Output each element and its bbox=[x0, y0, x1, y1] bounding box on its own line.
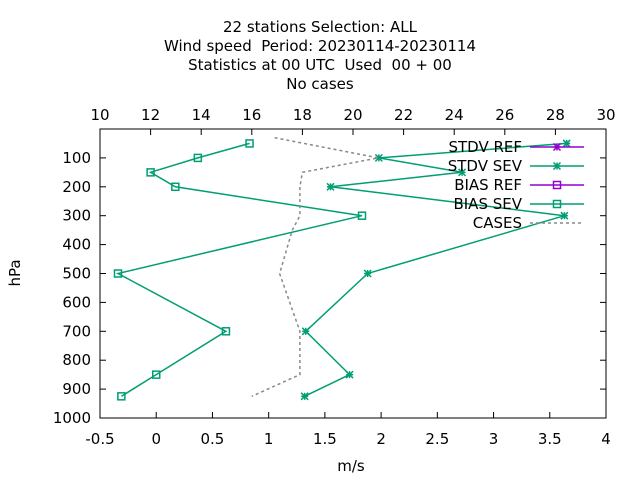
x-bottom-tick-label: 1.5 bbox=[313, 430, 337, 448]
legend-entry-label: STDV REF bbox=[448, 138, 522, 156]
data-point bbox=[357, 211, 367, 220]
x-bottom-tick-label: 0 bbox=[151, 430, 161, 448]
data-point bbox=[560, 211, 569, 220]
x-bottom-tick-label: 3.5 bbox=[538, 430, 562, 448]
x-axis-label: m/s bbox=[337, 457, 365, 475]
x-top-tick-label: 22 bbox=[394, 106, 413, 124]
legend-marker bbox=[552, 161, 562, 171]
legend-marker bbox=[552, 180, 562, 190]
x-bottom-tick-label: 3 bbox=[489, 430, 499, 448]
data-point bbox=[300, 392, 309, 401]
legend-entry-label: BIAS REF bbox=[454, 176, 522, 194]
data-point bbox=[221, 327, 231, 336]
data-point bbox=[146, 168, 155, 177]
x-top-tick-label: 16 bbox=[242, 106, 261, 124]
legend-entry-label: CASES bbox=[473, 214, 522, 232]
y-tick-label: 100 bbox=[62, 149, 91, 167]
x-bottom-tick-label: 2 bbox=[376, 430, 386, 448]
data-point bbox=[458, 168, 467, 177]
chart-title-line-3: Statistics at 00 UTC Used 00 + 00 bbox=[188, 56, 452, 74]
x-bottom-tick-label: 0.5 bbox=[201, 430, 225, 448]
y-axis-label: hPa bbox=[6, 259, 24, 286]
x-top-tick-label: 24 bbox=[445, 106, 464, 124]
x-top-tick-label: 12 bbox=[141, 106, 160, 124]
y-tick-label: 600 bbox=[62, 293, 91, 311]
x-top-tick-label: 30 bbox=[596, 106, 615, 124]
legend-entry-label: BIAS SEV bbox=[453, 195, 522, 213]
chart-title-line-4: No cases bbox=[286, 75, 354, 93]
data-point bbox=[151, 370, 161, 379]
x-top-tick-label: 20 bbox=[343, 106, 362, 124]
y-tick-label: 900 bbox=[62, 380, 91, 398]
y-tick-label: 200 bbox=[62, 178, 91, 196]
x-top-tick-label: 10 bbox=[90, 106, 109, 124]
legend-marker bbox=[552, 199, 562, 209]
y-tick-label: 1000 bbox=[53, 409, 91, 427]
x-top-tick-label: 14 bbox=[192, 106, 211, 124]
data-point bbox=[245, 139, 254, 148]
y-tick-label: 500 bbox=[62, 265, 91, 283]
x-top-tick-label: 18 bbox=[293, 106, 312, 124]
data-point bbox=[363, 269, 372, 278]
chart-title-line-1: 22 stations Selection: ALL bbox=[223, 18, 417, 36]
x-top-tick-label: 26 bbox=[495, 106, 514, 124]
series-line-cases bbox=[251, 136, 379, 397]
data-point bbox=[345, 370, 354, 379]
x-top-tick-label: 28 bbox=[546, 106, 565, 124]
data-point bbox=[171, 182, 180, 192]
series-line-bias-sev bbox=[115, 142, 363, 397]
data-point bbox=[113, 269, 123, 278]
data-point bbox=[562, 139, 571, 148]
x-bottom-tick-label: -0.5 bbox=[85, 430, 114, 448]
x-bottom-tick-label: 1 bbox=[264, 430, 274, 448]
data-point bbox=[117, 392, 126, 401]
chart-title-line-2: Wind speed Period: 20230114-20230114 bbox=[163, 37, 477, 55]
data-point bbox=[326, 182, 335, 191]
data-point bbox=[193, 153, 203, 163]
legend-entry-label: STDV SEV bbox=[448, 157, 523, 175]
legend-marker bbox=[552, 142, 562, 152]
axes-layer: -0.5 0 0.5 1 1.5 2 2.5 3 3.5 4 10 12 14 16 18 20 22 24 26 2… bbox=[53, 106, 616, 448]
series-line-stdv-sev bbox=[304, 142, 567, 397]
data-point bbox=[301, 327, 310, 336]
y-tick-label: 400 bbox=[62, 236, 91, 254]
y-tick-label: 800 bbox=[62, 351, 91, 369]
x-bottom-tick-label: 2.5 bbox=[425, 430, 449, 448]
y-tick-label: 300 bbox=[62, 207, 91, 225]
x-bottom-tick-label: 4 bbox=[601, 430, 611, 448]
y-tick-label: 700 bbox=[62, 322, 91, 340]
series-layer bbox=[113, 136, 571, 401]
